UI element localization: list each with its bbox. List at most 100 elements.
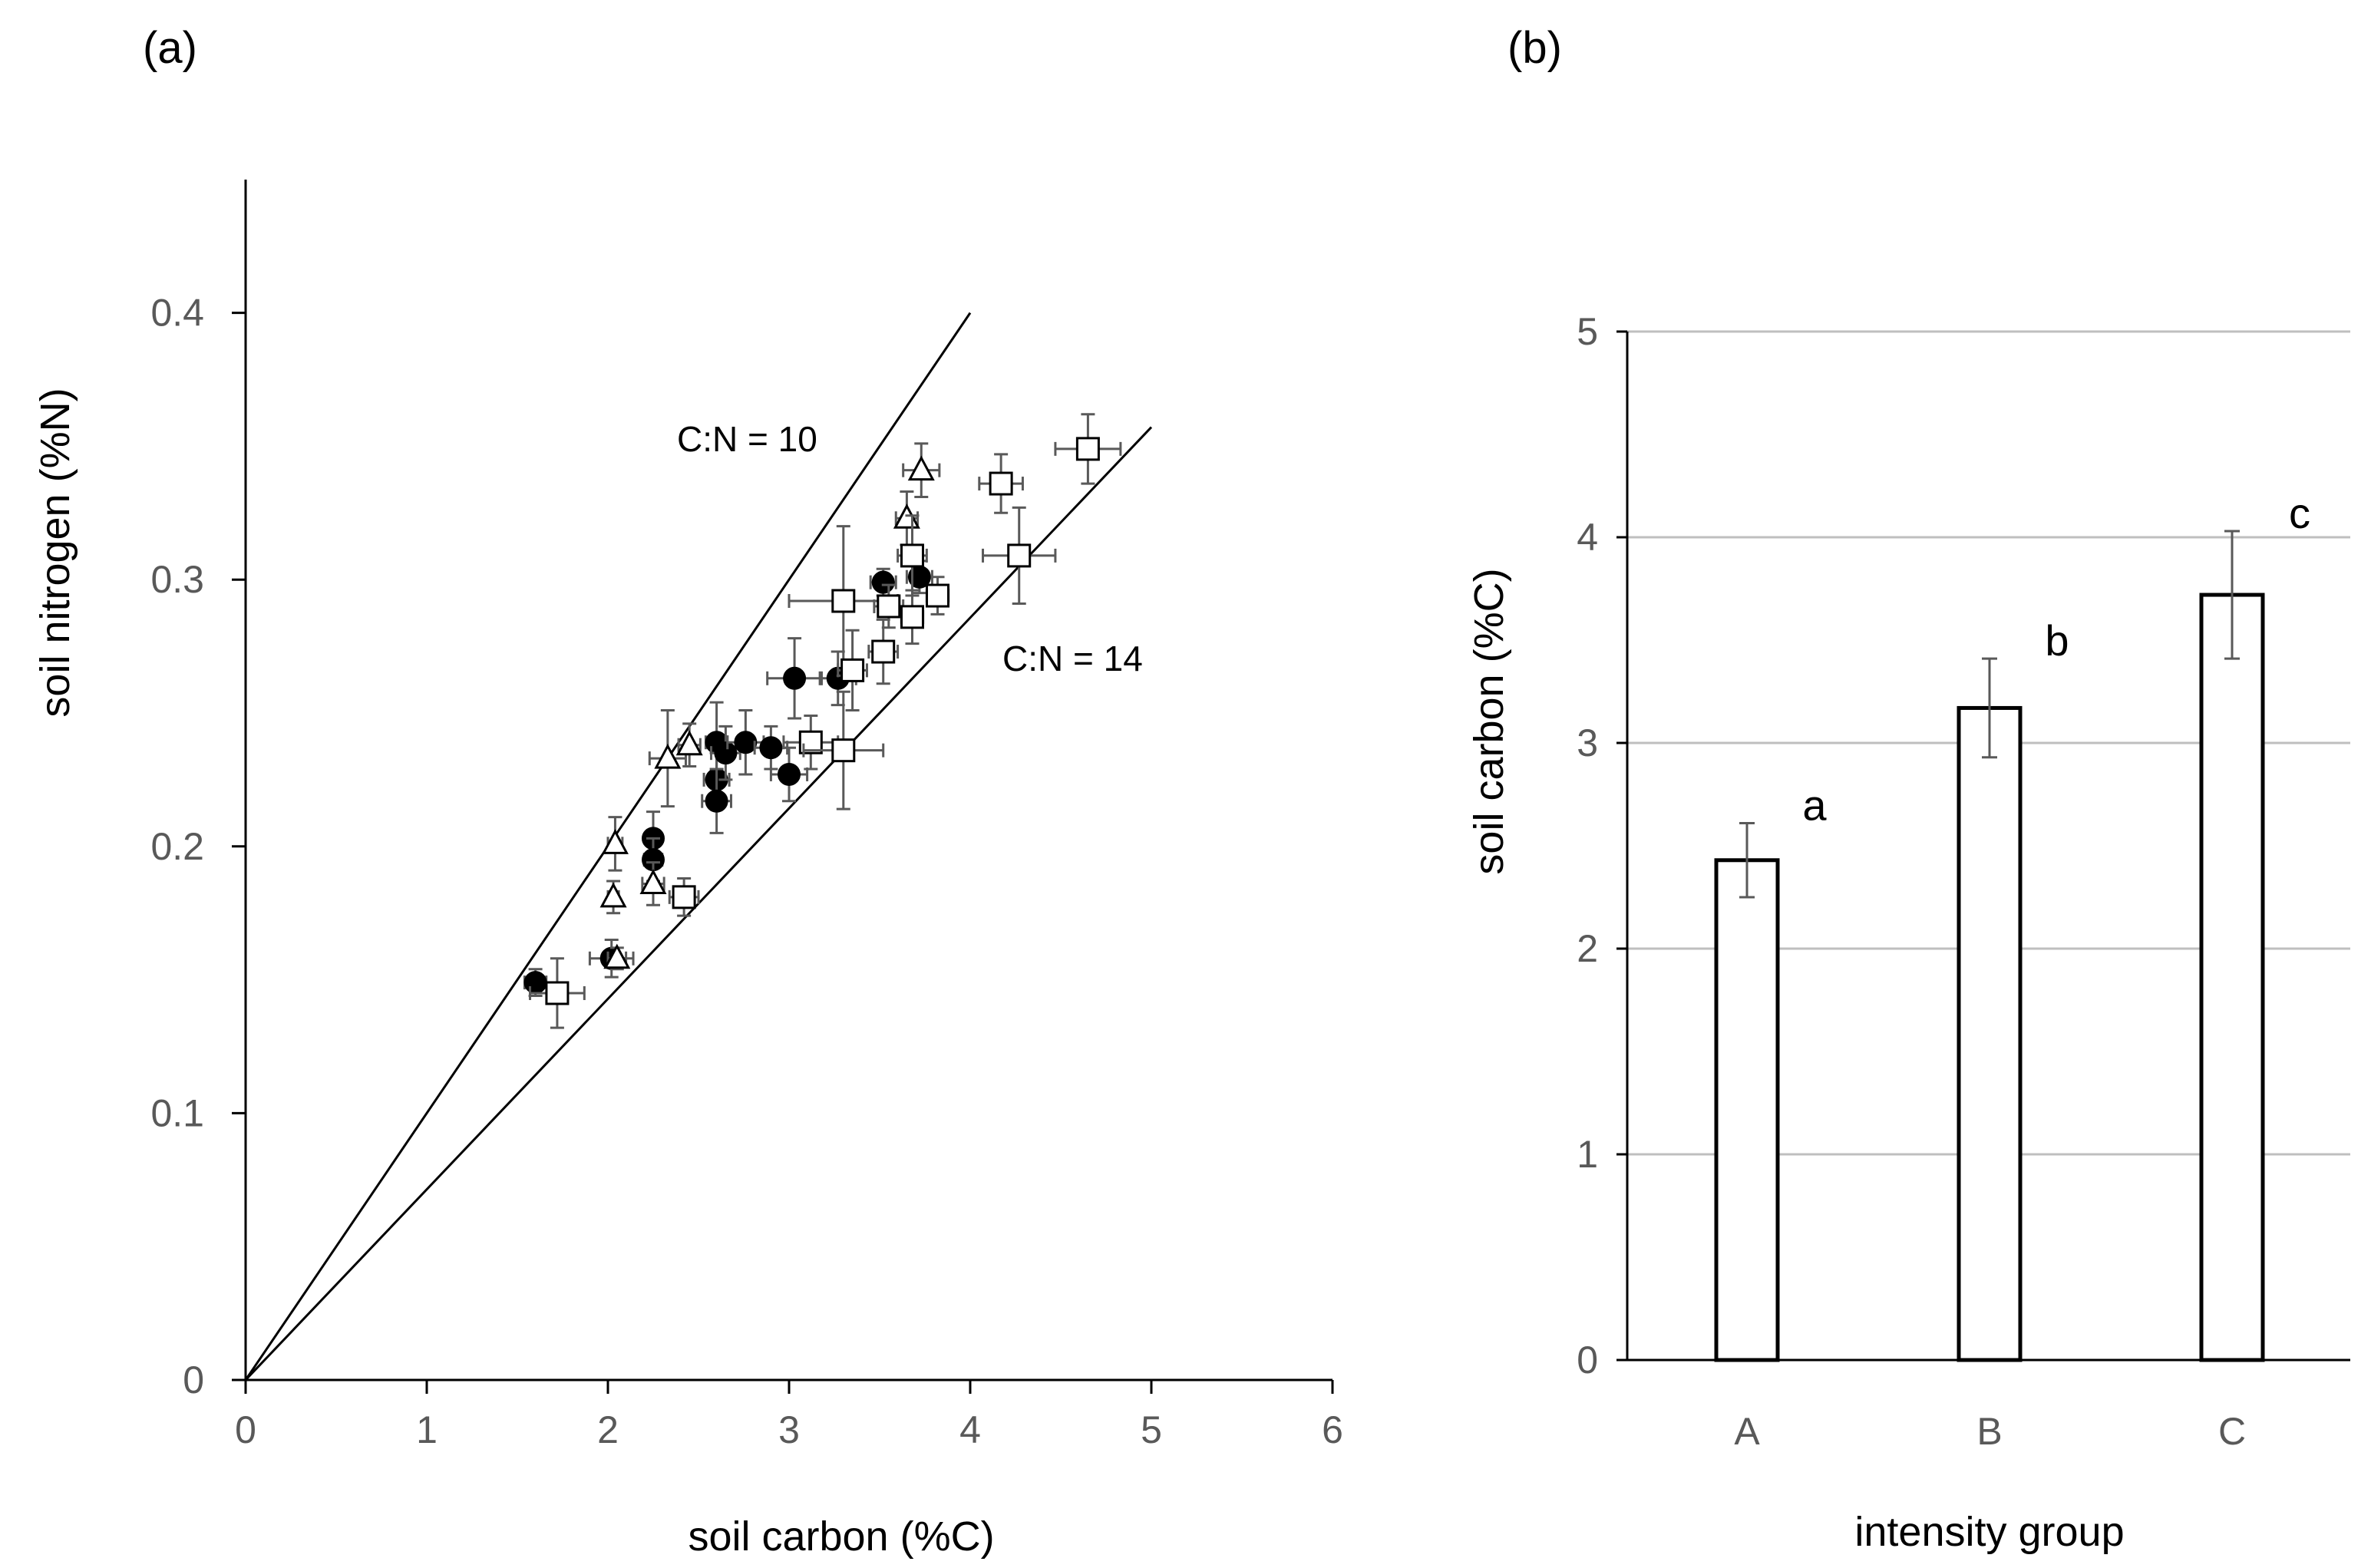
- panel-a-y-axis-title: soil nitrogen (%N): [32, 388, 78, 717]
- data-point: [710, 725, 741, 781]
- significance-letter: a: [1802, 781, 1827, 830]
- x-tick-label: 0: [235, 1408, 256, 1451]
- panel-a-y-ticks: 0 0.1 0.2 0.3 0.4: [150, 292, 246, 1401]
- data-point: [869, 567, 897, 597]
- y-tick-label: 5: [1577, 310, 1598, 353]
- square-marker: [831, 738, 856, 763]
- y-tick-label: 0: [183, 1358, 204, 1401]
- significance-letter: c: [2289, 489, 2310, 537]
- y-tick-label: 3: [1577, 721, 1598, 764]
- x-tick-label: 6: [1322, 1408, 1343, 1451]
- square-marker: [900, 543, 924, 568]
- bar: [1957, 705, 2023, 1362]
- data-point: [701, 767, 732, 834]
- square-marker: [840, 658, 865, 682]
- x-tick-label: 5: [1141, 1408, 1162, 1451]
- data-point: [648, 709, 687, 808]
- circle-marker: [734, 731, 758, 754]
- data-point: [766, 637, 823, 720]
- square-marker: [831, 589, 856, 613]
- square-marker: [545, 981, 570, 1005]
- data-point: [603, 943, 631, 971]
- y-tick-label: 0.2: [150, 825, 204, 868]
- y-tick-label: 0.3: [150, 558, 204, 601]
- data-point: [867, 618, 900, 685]
- triangle-marker: [907, 455, 935, 481]
- panel-b-x-axis-title: intensity group: [1854, 1509, 2124, 1555]
- circle-marker: [759, 736, 783, 760]
- circle-marker: [778, 762, 801, 786]
- data-point: [925, 576, 950, 616]
- panel-a-scatter-chart: (a) C:N = 10 C:N = 14 0 1 2 3 4 5 6 0 0.1 0.2 0.3…: [32, 23, 1343, 1560]
- category-label: C: [2218, 1410, 2246, 1453]
- circle-marker: [705, 789, 728, 813]
- data-point: [675, 722, 703, 768]
- panel-b-y-ticks: 0 1 2 3 4 5: [1577, 310, 1627, 1381]
- triangle-marker: [601, 829, 629, 854]
- data-point: [769, 746, 809, 803]
- ratio-10-label: C:N = 10: [677, 419, 817, 459]
- y-tick-label: 2: [1577, 927, 1598, 970]
- y-tick-label: 0.1: [150, 1091, 204, 1134]
- bar-group-C: Cc: [2199, 489, 2310, 1453]
- data-point: [529, 957, 586, 1029]
- ratio-reference-lines: [244, 312, 1153, 1381]
- data-point: [893, 490, 920, 546]
- data-point: [900, 589, 925, 645]
- circle-marker: [871, 570, 895, 594]
- data-point: [726, 709, 765, 776]
- x-tick-label: 4: [959, 1408, 981, 1451]
- data-point: [668, 877, 700, 917]
- panel-a-x-axis-title: soil carbon (%C): [688, 1514, 994, 1560]
- data-point: [902, 442, 941, 498]
- square-marker: [871, 639, 896, 664]
- y-tick-label: 0: [1577, 1339, 1598, 1381]
- square-marker: [989, 471, 1013, 496]
- data-point: [599, 880, 627, 915]
- ratio-14-label: C:N = 14: [1002, 639, 1143, 678]
- bar-group-A: Aa: [1714, 781, 1827, 1453]
- panel-a-x-ticks: 0 1 2 3 4 5 6: [235, 1380, 1343, 1451]
- triangle-marker: [599, 882, 627, 908]
- square-marker: [1075, 437, 1100, 461]
- data-point: [601, 816, 629, 872]
- square-marker: [1007, 543, 1032, 568]
- triangle-marker: [675, 730, 703, 756]
- panel-a-data-points: [523, 413, 1122, 1029]
- y-tick-label: 4: [1577, 516, 1598, 559]
- triangle-marker: [603, 943, 631, 969]
- data-point: [897, 514, 928, 597]
- category-label: A: [1734, 1410, 1760, 1453]
- y-tick-label: 0.4: [150, 292, 204, 335]
- square-marker: [900, 605, 924, 629]
- y-tick-label: 1: [1577, 1133, 1598, 1176]
- data-point: [837, 629, 868, 712]
- x-tick-label: 3: [778, 1408, 800, 1451]
- circle-marker: [714, 741, 738, 765]
- circle-marker: [523, 971, 547, 995]
- data-point: [982, 506, 1057, 605]
- significance-letter: b: [2045, 616, 2069, 665]
- circle-marker: [783, 666, 807, 690]
- data-point: [1054, 413, 1122, 485]
- data-point: [523, 968, 548, 997]
- panel-a-label: (a): [143, 23, 197, 73]
- square-marker: [672, 885, 696, 909]
- category-label: B: [1976, 1410, 2002, 1453]
- square-marker: [877, 594, 901, 619]
- panel-b-label: (b): [1507, 23, 1562, 73]
- panel-b-y-axis-title: soil carbon (%C): [1466, 568, 1512, 874]
- data-point: [802, 690, 885, 810]
- triangle-marker: [639, 869, 667, 894]
- bar-group-B: Bb: [1957, 616, 2069, 1453]
- bar: [2199, 593, 2265, 1362]
- bar: [1714, 858, 1780, 1362]
- triangle-marker: [654, 743, 682, 769]
- data-point: [782, 714, 840, 771]
- data-point: [978, 453, 1024, 514]
- data-point: [873, 583, 905, 629]
- square-marker: [926, 583, 950, 608]
